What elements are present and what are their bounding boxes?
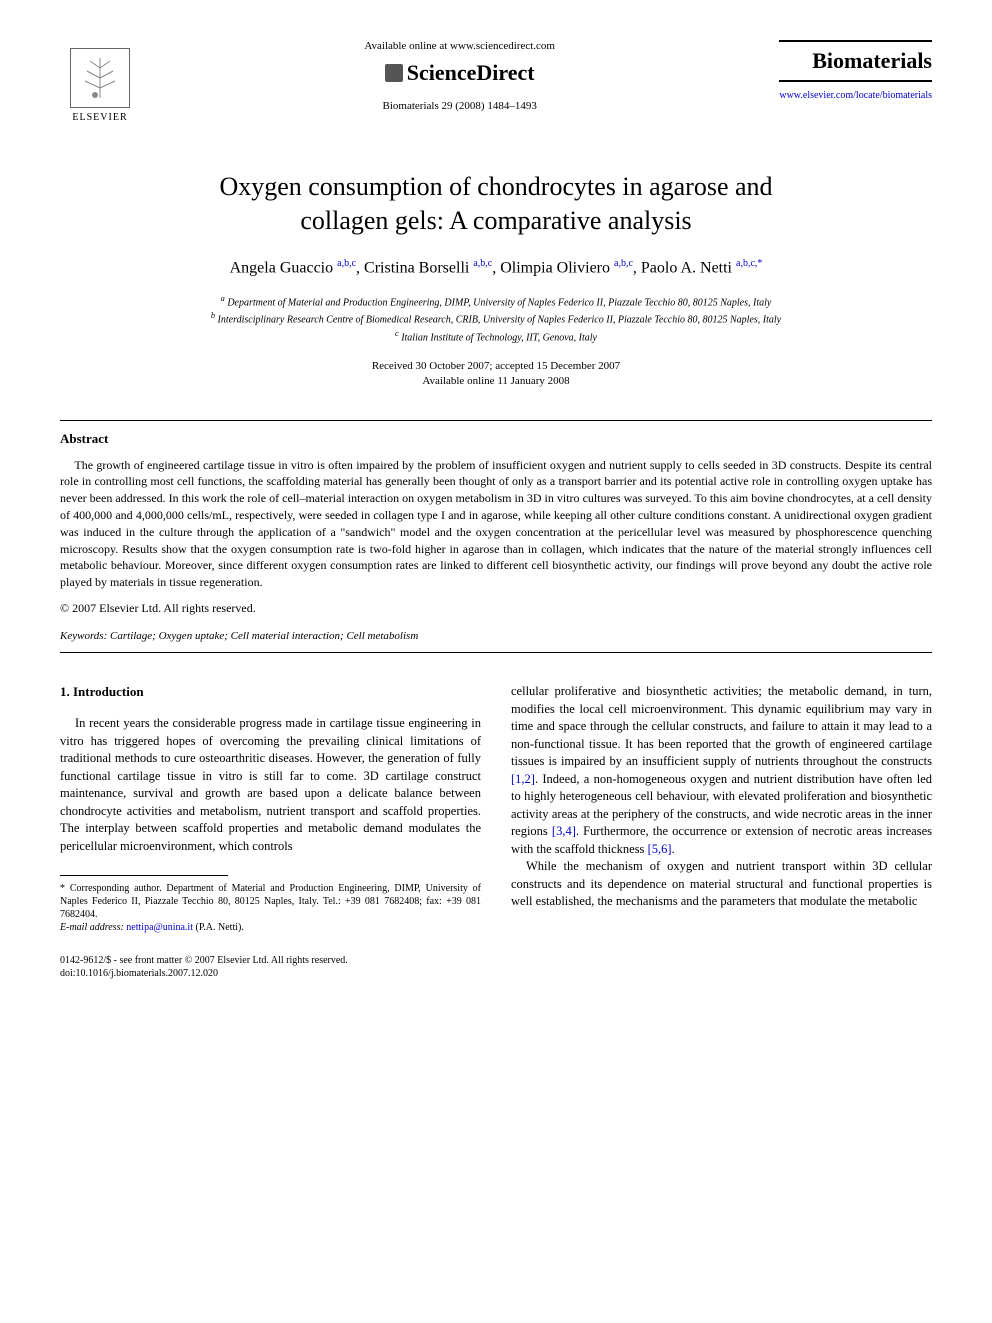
available-online-text: Available online at www.sciencedirect.co… (140, 40, 779, 52)
elsevier-logo: ELSEVIER (60, 40, 140, 130)
keywords-label: Keywords: (60, 630, 107, 642)
ref-3-4[interactable]: [3,4] (552, 824, 576, 838)
keywords: Keywords: Cartilage; Oxygen uptake; Cell… (60, 630, 932, 642)
sciencedirect-label: ScienceDirect (407, 60, 535, 86)
email-link[interactable]: nettipa@unina.it (126, 922, 193, 933)
author-1-aff[interactable]: a,b,c (337, 258, 356, 269)
abstract-text: The growth of engineered cartilage tissu… (60, 457, 932, 591)
intro-heading: 1. Introduction (60, 683, 481, 701)
elsevier-tree-icon (70, 48, 130, 108)
elsevier-label: ELSEVIER (72, 112, 127, 123)
author-2-aff[interactable]: a,b,c (473, 258, 492, 269)
intro-p2a: cellular proliferative and biosynthetic … (511, 684, 932, 768)
body-columns: 1. Introduction In recent years the cons… (60, 683, 932, 980)
page-header: ELSEVIER Available online at www.science… (60, 40, 932, 130)
article-title: Oxygen consumption of chondrocytes in ag… (60, 170, 932, 238)
sciencedirect-logo: ScienceDirect (140, 60, 779, 86)
journal-name: Biomaterials (779, 40, 932, 82)
article-dates: Received 30 October 2007; accepted 15 De… (60, 359, 932, 390)
footnote-divider (60, 875, 228, 876)
email-label: E-mail address: (60, 922, 124, 933)
abstract-heading: Abstract (60, 431, 932, 447)
footnote-corr: * Corresponding author. Department of Ma… (60, 883, 481, 920)
affiliation-b: Interdisciplinary Research Centre of Bio… (218, 315, 782, 326)
corresponding-footnote: * Corresponding author. Department of Ma… (60, 882, 481, 934)
title-line-1: Oxygen consumption of chondrocytes in ag… (219, 172, 772, 201)
doi-text: doi:10.1016/j.biomaterials.2007.12.020 (60, 968, 218, 979)
citation-text: Biomaterials 29 (2008) 1484–1493 (140, 100, 779, 112)
affiliations: a Department of Material and Production … (60, 293, 932, 345)
author-3: Olimpia Oliviero (500, 259, 610, 276)
column-left: 1. Introduction In recent years the cons… (60, 683, 481, 980)
authors-list: Angela Guaccio a,b,c, Cristina Borselli … (60, 258, 932, 277)
title-line-2: collagen gels: A comparative analysis (300, 206, 691, 235)
intro-p2d: . (672, 842, 675, 856)
sciencedirect-icon (385, 64, 403, 82)
affiliation-c: Italian Institute of Technology, IIT, Ge… (401, 332, 597, 343)
received-date: Received 30 October 2007; accepted 15 De… (372, 360, 620, 372)
keywords-text: Cartilage; Oxygen uptake; Cell material … (110, 630, 418, 642)
divider-top (60, 420, 932, 421)
issn-text: 0142-9612/$ - see front matter © 2007 El… (60, 955, 348, 966)
bottom-meta: 0142-9612/$ - see front matter © 2007 El… (60, 954, 481, 980)
author-1: Angela Guaccio (230, 259, 334, 276)
ref-1-2[interactable]: [1,2] (511, 772, 535, 786)
online-date: Available online 11 January 2008 (422, 375, 569, 387)
affiliation-a: Department of Material and Production En… (227, 297, 771, 308)
column-right: cellular proliferative and biosynthetic … (511, 683, 932, 980)
intro-para-1: In recent years the considerable progres… (60, 715, 481, 855)
author-4-aff[interactable]: a,b,c,* (736, 258, 762, 269)
author-2: Cristina Borselli (364, 259, 469, 276)
center-header: Available online at www.sciencedirect.co… (140, 40, 779, 112)
email-who: (P.A. Netti). (196, 922, 244, 933)
author-3-aff[interactable]: a,b,c (614, 258, 633, 269)
divider-bottom (60, 652, 932, 653)
abstract-body: The growth of engineered cartilage tissu… (60, 457, 932, 591)
ref-5-6[interactable]: [5,6] (648, 842, 672, 856)
journal-box: Biomaterials www.elsevier.com/locate/bio… (779, 40, 932, 101)
copyright-text: © 2007 Elsevier Ltd. All rights reserved… (60, 601, 932, 616)
intro-para-3: While the mechanism of oxygen and nutrie… (511, 858, 932, 911)
author-4: Paolo A. Netti (641, 259, 732, 276)
intro-para-2: cellular proliferative and biosynthetic … (511, 683, 932, 858)
journal-link[interactable]: www.elsevier.com/locate/biomaterials (779, 90, 932, 101)
